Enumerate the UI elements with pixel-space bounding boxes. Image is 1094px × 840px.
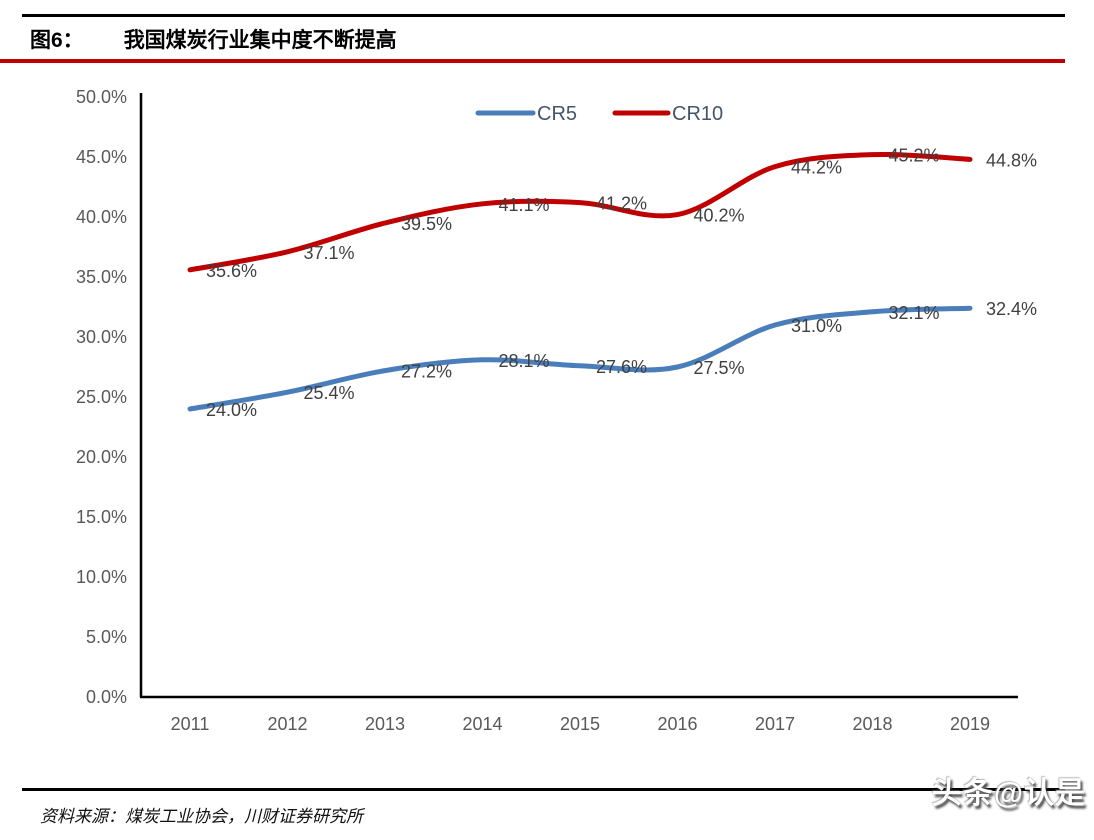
x-tick-label: 2016 [657,714,697,734]
data-label-cr5: 25.4% [304,383,355,403]
title-underline-rule [0,59,1065,63]
series-line-cr10 [187,151,973,273]
y-tick-label: 45.0% [76,147,127,167]
x-tick-label: 2019 [950,714,990,734]
source-note: 资料来源：煤炭工业协会，川财证券研究所 [40,807,363,826]
x-tick-label: 2014 [462,714,502,734]
x-tick-label: 2011 [171,714,210,734]
figure-title-row: 图6： 我国煤炭行业集中度不断提高 [30,24,1030,54]
series-line-cr5 [187,305,973,412]
data-label-cr5: 27.5% [694,358,745,378]
y-tick-label: 25.0% [76,387,127,407]
data-label-cr5: 31.0% [791,316,842,336]
data-label-cr5: 32.1% [889,303,940,323]
data-label-cr10: 44.8% [986,150,1037,170]
y-tick-label: 30.0% [76,327,127,347]
y-tick-label: 20.0% [76,447,127,467]
x-tick-label: 2017 [755,714,795,734]
concentration-line-chart: 0.0% 5.0% 10.0% 15.0% 20.0% 25.0% 30.0% 35.0% 40… [76,87,1037,734]
bottom-divider [22,788,1065,791]
watermark-text: 头条@认是 [931,777,1086,810]
legend-label-cr10: CR10 [672,103,723,125]
x-tick-label: 2015 [560,714,600,734]
y-tick-label: 5.0% [86,627,127,647]
figure-title: 我国煤炭行业集中度不断提高 [123,29,397,52]
data-label-cr10: 45.2% [889,146,940,166]
y-tick-label: 10.0% [76,567,127,587]
x-tick-label: 2018 [852,714,892,734]
y-tick-label: 40.0% [76,207,127,227]
x-tick-label: 2013 [365,714,405,734]
data-label-cr5: 27.6% [596,357,647,377]
data-label-cr10: 41.2% [596,194,647,214]
data-label-cr5: 28.1% [499,351,550,371]
y-tick-label: 15.0% [76,507,127,527]
data-label-cr10: 39.5% [401,214,452,234]
y-tick-label: 35.0% [76,267,127,287]
y-tick-label: 0.0% [86,687,127,707]
data-label-cr10: 37.1% [304,243,355,263]
data-label-cr10: 44.2% [791,158,842,178]
data-label-cr10: 35.6% [206,261,257,281]
legend-label-cr5: CR5 [537,103,577,125]
y-tick-label: 50.0% [76,87,127,107]
data-label-cr5: 32.4% [986,299,1037,319]
top-divider [22,14,1065,17]
figure-number-label: 图6： [30,29,84,52]
data-label-cr10: 40.2% [694,206,745,226]
data-label-cr5: 24.0% [206,400,257,420]
data-label-cr10: 41.1% [499,195,550,215]
x-tick-label: 2012 [267,714,307,734]
data-label-cr5: 27.2% [401,362,452,382]
